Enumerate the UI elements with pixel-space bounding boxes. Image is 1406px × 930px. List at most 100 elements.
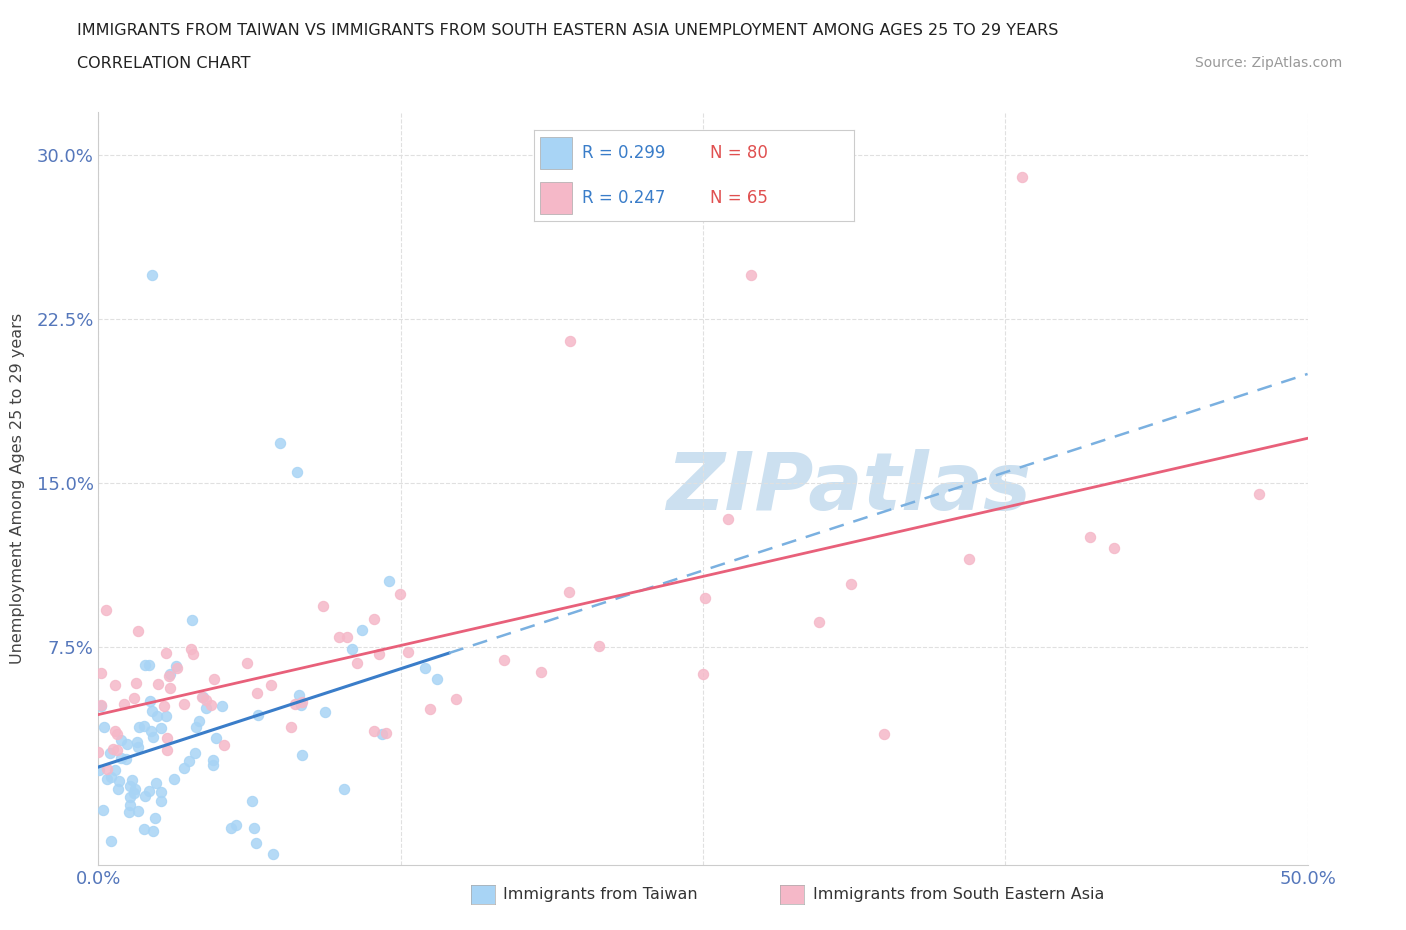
Point xyxy=(134,789,156,804)
Point xyxy=(125,735,148,750)
Point xyxy=(120,790,142,804)
Point xyxy=(127,804,149,818)
Point xyxy=(173,697,195,711)
Point xyxy=(388,587,411,602)
Point xyxy=(290,698,312,712)
Point xyxy=(291,747,314,762)
Point xyxy=(374,726,396,741)
Point xyxy=(127,739,149,754)
Point xyxy=(93,719,115,734)
Point xyxy=(426,671,449,686)
Point xyxy=(118,804,141,819)
Point xyxy=(1249,486,1271,501)
Point xyxy=(91,803,114,817)
Point xyxy=(118,778,141,793)
Point xyxy=(87,763,110,777)
Point xyxy=(284,697,307,711)
Point xyxy=(188,714,211,729)
Point xyxy=(245,836,267,851)
Point xyxy=(104,678,127,693)
Point xyxy=(312,599,335,614)
Point xyxy=(112,697,135,711)
Point xyxy=(1102,541,1125,556)
Text: ZIPatlas: ZIPatlas xyxy=(665,449,1031,527)
Point xyxy=(115,737,138,752)
Point xyxy=(90,665,112,680)
Point xyxy=(333,781,356,796)
Text: Immigrants from South Eastern Asia: Immigrants from South Eastern Asia xyxy=(813,887,1104,902)
Point xyxy=(96,771,118,786)
Point xyxy=(166,660,188,675)
Point xyxy=(132,719,155,734)
Point xyxy=(446,691,468,706)
Point xyxy=(122,785,145,800)
Point xyxy=(159,680,181,695)
Point xyxy=(211,698,233,713)
Point xyxy=(141,703,163,718)
Point xyxy=(245,685,267,700)
Point xyxy=(107,726,129,741)
Point xyxy=(180,642,202,657)
Point xyxy=(285,464,308,479)
Point xyxy=(221,820,243,835)
Point xyxy=(363,611,385,626)
Text: CORRELATION CHART: CORRELATION CHART xyxy=(77,56,250,71)
Point xyxy=(150,784,173,799)
Point xyxy=(873,726,896,741)
Point xyxy=(558,334,581,349)
Point xyxy=(165,658,187,673)
Point xyxy=(183,746,205,761)
Point xyxy=(194,692,217,707)
Point xyxy=(139,724,162,739)
Point xyxy=(181,646,204,661)
Point xyxy=(202,671,225,686)
Point xyxy=(138,658,160,672)
Point xyxy=(110,732,132,747)
Y-axis label: Unemployment Among Ages 25 to 29 years: Unemployment Among Ages 25 to 29 years xyxy=(10,312,25,664)
Point xyxy=(101,741,124,756)
Point xyxy=(98,746,121,761)
Point xyxy=(90,698,112,713)
Point xyxy=(377,574,399,589)
Point xyxy=(205,731,228,746)
Point xyxy=(96,602,118,617)
Point xyxy=(225,817,247,832)
Point xyxy=(200,698,222,712)
Point xyxy=(100,833,122,848)
Point xyxy=(235,655,257,670)
Point xyxy=(363,724,385,738)
Point xyxy=(127,623,149,638)
Point xyxy=(280,719,302,734)
Point xyxy=(124,782,146,797)
Point xyxy=(107,782,129,797)
Point xyxy=(121,773,143,788)
Point xyxy=(740,268,762,283)
Point xyxy=(371,726,394,741)
Point xyxy=(177,753,200,768)
Point xyxy=(328,630,350,644)
Point xyxy=(96,762,118,777)
Point xyxy=(530,665,553,680)
Point xyxy=(492,653,515,668)
Point xyxy=(156,742,179,757)
Point xyxy=(118,798,141,813)
Point xyxy=(957,551,980,566)
Point xyxy=(350,622,373,637)
Point xyxy=(155,709,177,724)
Point xyxy=(155,645,177,660)
Point xyxy=(419,702,441,717)
Point xyxy=(110,751,132,765)
Point xyxy=(841,577,863,591)
Point xyxy=(163,771,186,786)
Point xyxy=(128,720,150,735)
Point xyxy=(134,658,156,672)
Point xyxy=(201,752,224,767)
Point xyxy=(150,721,173,736)
Point xyxy=(90,698,112,712)
Point xyxy=(104,763,127,777)
Point xyxy=(153,698,176,713)
Point xyxy=(184,720,207,735)
Point xyxy=(262,846,284,861)
Point xyxy=(104,724,127,738)
Point xyxy=(588,639,610,654)
